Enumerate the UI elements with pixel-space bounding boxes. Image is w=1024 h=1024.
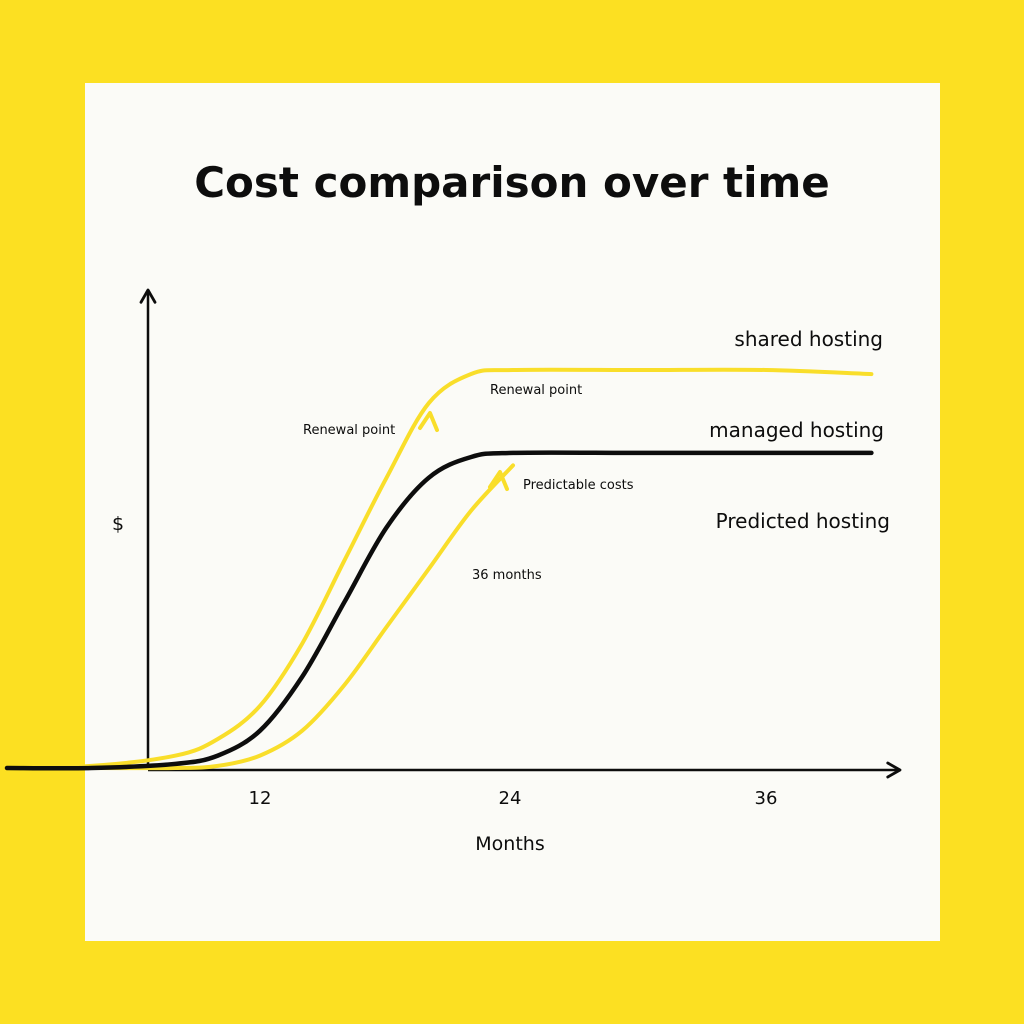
x-tick-label: 12 <box>249 788 272 809</box>
x-tick-label: 24 <box>499 788 522 809</box>
annotation-renewal-point-2: Renewal point <box>490 383 582 398</box>
annotation-renewal-point-1: Renewal point <box>303 423 395 438</box>
x-tick-labels: 12 24 36 <box>249 788 778 809</box>
chart-title: Cost comparison over time <box>194 158 830 207</box>
arrowhead-shared <box>418 411 439 432</box>
annotation-36-months: 36 months <box>472 568 542 583</box>
chart-card <box>85 83 940 941</box>
y-axis-label: $ <box>112 513 124 535</box>
annotation-predictable-costs: Predictable costs <box>523 478 634 493</box>
arrowhead-predicted <box>488 470 509 491</box>
series-line-managed-hosting <box>4 450 874 771</box>
x-axis-label: Months <box>475 833 544 855</box>
series-label-managed-hosting: managed hosting <box>709 418 884 442</box>
series-line-predicted-hosting <box>5 463 515 771</box>
series-line-shared-hosting <box>5 367 874 770</box>
series-label-shared-hosting: shared hosting <box>734 327 883 351</box>
series-label-predicted-hosting: Predicted hosting <box>716 509 890 533</box>
x-tick-label: 36 <box>755 788 778 809</box>
